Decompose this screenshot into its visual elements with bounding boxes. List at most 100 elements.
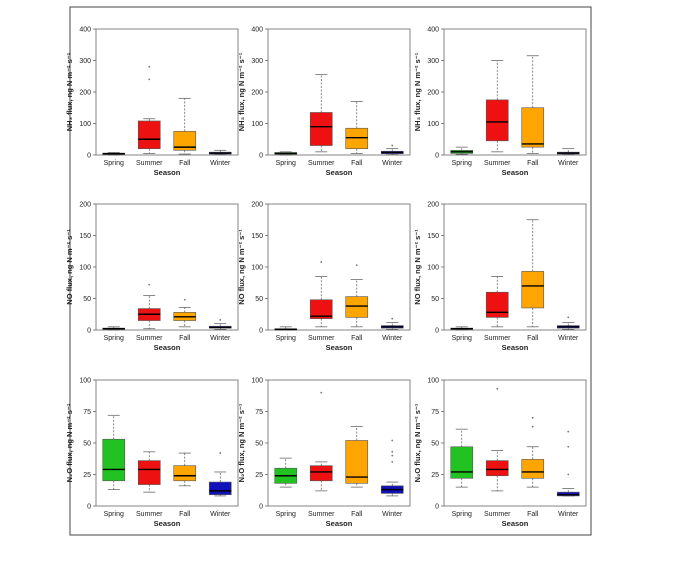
box-fall bbox=[521, 219, 545, 328]
y-tick-label: 25 bbox=[83, 472, 91, 479]
x-tick-label: Winter bbox=[382, 511, 403, 518]
y-tick-label: 200 bbox=[427, 202, 439, 209]
box-fall bbox=[345, 426, 369, 488]
panel-4: 0 50 100 150 200 NO flux, ng N m⁻² s⁻¹ Spring S… bbox=[65, 202, 239, 352]
y-tick-label: 150 bbox=[79, 233, 91, 240]
y-tick-label: 50 bbox=[83, 296, 91, 303]
box-body bbox=[485, 99, 509, 142]
box-fall bbox=[345, 264, 369, 328]
y-tick-label: 300 bbox=[251, 58, 263, 65]
x-tick-label: Fall bbox=[351, 335, 363, 342]
outlier-point bbox=[531, 416, 534, 419]
outlier-point bbox=[531, 425, 534, 428]
y-tick-label: 50 bbox=[431, 441, 439, 448]
box-fall bbox=[345, 101, 369, 154]
x-tick-label: Summer bbox=[136, 511, 163, 518]
x-tick-label: Spring bbox=[276, 160, 296, 167]
y-tick-label: 100 bbox=[251, 265, 263, 272]
y-axis-label: NO flux, ng N m⁻² s⁻¹ bbox=[413, 229, 422, 305]
x-tick-label: Winter bbox=[558, 335, 579, 342]
box-body bbox=[208, 481, 232, 495]
x-axis-label: Season bbox=[154, 343, 181, 352]
outlier-point bbox=[183, 298, 186, 301]
box-body bbox=[102, 438, 126, 482]
box-body bbox=[485, 460, 509, 477]
box-winter bbox=[556, 316, 580, 330]
y-tick-label: 100 bbox=[251, 121, 263, 128]
panel-6: 0 50 100 150 200 NO flux, ng N m⁻² s⁻¹ Spring S… bbox=[413, 202, 587, 352]
x-tick-label: Winter bbox=[558, 511, 579, 518]
outlier-point bbox=[219, 319, 222, 321]
y-tick-label: 0 bbox=[87, 328, 91, 335]
x-axis-label: Season bbox=[502, 519, 529, 528]
y-tick-label: 200 bbox=[79, 202, 91, 209]
x-tick-label: Summer bbox=[308, 335, 335, 342]
x-tick-label: Winter bbox=[210, 335, 231, 342]
x-tick-label: Summer bbox=[484, 335, 511, 342]
box-body bbox=[521, 459, 545, 479]
y-tick-label: 200 bbox=[251, 90, 263, 97]
y-tick-label: 400 bbox=[79, 27, 91, 34]
box-body bbox=[345, 296, 369, 318]
x-tick-label: Spring bbox=[276, 335, 296, 342]
box-body bbox=[137, 120, 161, 150]
outlier-point bbox=[567, 430, 570, 433]
box-winter bbox=[380, 439, 404, 497]
panel-1: 0 100 200 300 400 NH₃ flux, ng N m⁻² s⁻¹ Sprin… bbox=[65, 27, 239, 177]
x-tick-label: Spring bbox=[104, 511, 124, 518]
x-axis-label: Season bbox=[502, 343, 529, 352]
x-tick-label: Summer bbox=[484, 160, 511, 167]
box-fall bbox=[173, 298, 197, 328]
box-body bbox=[173, 131, 197, 151]
plot-frame bbox=[95, 203, 239, 331]
outlier-point bbox=[496, 387, 499, 390]
box-spring bbox=[450, 326, 474, 331]
outlier-point bbox=[355, 264, 358, 267]
box-fall bbox=[173, 97, 197, 155]
box-body bbox=[345, 127, 369, 150]
x-tick-label: Summer bbox=[136, 335, 163, 342]
x-tick-label: Fall bbox=[179, 511, 191, 518]
outlier-point bbox=[391, 144, 394, 147]
box-summer bbox=[137, 451, 161, 493]
y-tick-label: 100 bbox=[79, 378, 91, 385]
box-spring bbox=[450, 146, 474, 155]
box-summer bbox=[485, 276, 509, 328]
y-axis-label: NH₃ flux, ng N m⁻² s⁻¹ bbox=[65, 52, 74, 131]
y-tick-label: 300 bbox=[427, 58, 439, 65]
x-tick-label: Winter bbox=[558, 160, 579, 167]
y-tick-label: 0 bbox=[435, 504, 439, 511]
x-tick-label: Winter bbox=[210, 511, 231, 518]
x-tick-label: Spring bbox=[276, 511, 296, 518]
y-tick-label: 400 bbox=[251, 27, 263, 34]
outlier-point bbox=[567, 316, 570, 319]
box-spring bbox=[274, 151, 298, 156]
box-body bbox=[309, 465, 333, 482]
box-spring bbox=[274, 326, 298, 331]
box-body bbox=[309, 112, 333, 146]
y-tick-label: 75 bbox=[255, 409, 263, 416]
y-tick-label: 0 bbox=[87, 153, 91, 160]
y-tick-label: 150 bbox=[427, 233, 439, 240]
outlier-point bbox=[567, 473, 570, 476]
x-tick-label: Fall bbox=[179, 160, 191, 167]
box-winter bbox=[556, 430, 580, 497]
y-tick-label: 200 bbox=[79, 90, 91, 97]
panel-8: 0 25 50 75 100 N₂O flux, ng N m⁻² s⁻¹ Spring Su… bbox=[237, 378, 411, 528]
x-tick-label: Summer bbox=[308, 160, 335, 167]
x-axis-label: Season bbox=[154, 519, 181, 528]
y-tick-label: 0 bbox=[259, 153, 263, 160]
x-tick-label: Spring bbox=[104, 335, 124, 342]
x-tick-label: Spring bbox=[104, 160, 124, 167]
x-axis-label: Season bbox=[154, 168, 181, 177]
outlier-point bbox=[320, 391, 323, 394]
box-winter bbox=[380, 144, 404, 156]
outlier-point bbox=[148, 65, 151, 68]
y-tick-label: 50 bbox=[83, 441, 91, 448]
y-tick-label: 75 bbox=[83, 409, 91, 416]
outlier-point bbox=[391, 454, 394, 457]
box-summer bbox=[309, 74, 333, 153]
x-tick-label: Spring bbox=[452, 160, 472, 167]
box-fall bbox=[173, 452, 197, 487]
